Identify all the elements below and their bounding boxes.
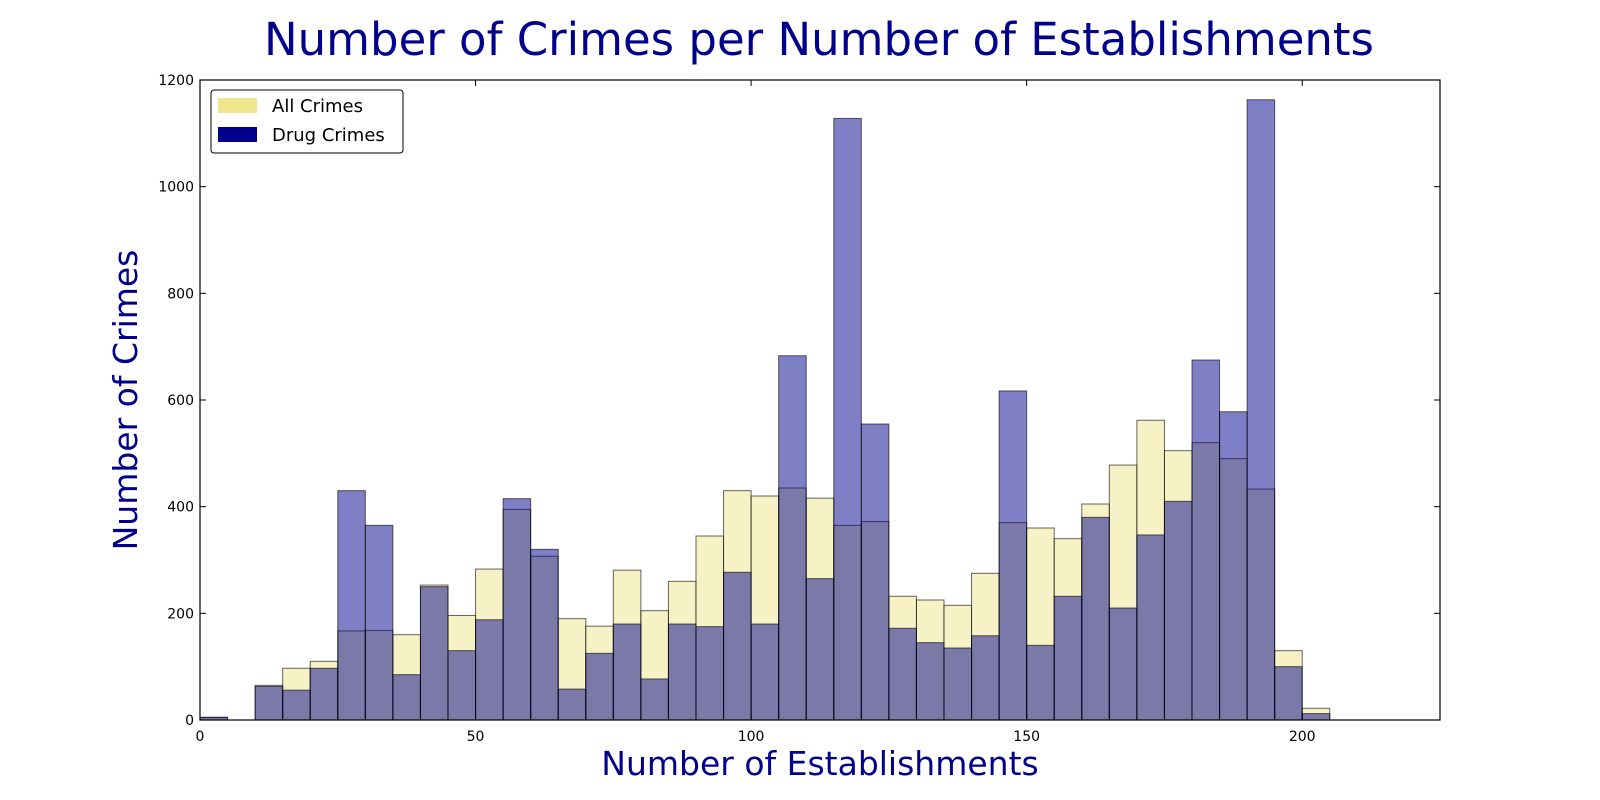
- bar-drug-crimes-30: [364, 524, 394, 721]
- bar-drug-crimes-170: [1136, 534, 1165, 721]
- bar-drug-crimes-110: [805, 578, 835, 721]
- bar-drug-crimes-175: [1163, 500, 1193, 721]
- bar-drug-crimes-100: [750, 623, 780, 721]
- y-axis-title: Number of Crimes: [106, 250, 145, 551]
- bar-drug-crimes-60: [530, 548, 559, 721]
- bar-drug-crimes-140: [971, 635, 1000, 721]
- bar-drug-crimes-75: [612, 623, 642, 721]
- bar-drug-crimes-145: [998, 390, 1028, 721]
- bar-drug-crimes-70: [585, 652, 614, 721]
- bar-drug-crimes-135: [943, 647, 973, 721]
- x-axis-title: Number of Establishments: [601, 744, 1038, 783]
- bar-drug-crimes-150: [1026, 644, 1055, 721]
- bar-drug-crimes-85: [667, 623, 697, 721]
- x-tick-label-50: 50: [467, 729, 485, 745]
- bar-drug-crimes-65: [557, 688, 587, 721]
- y-tick-label-200: 200: [167, 606, 194, 622]
- x-tick-label-0: 0: [196, 729, 205, 745]
- bar-drug-crimes-40: [419, 586, 449, 721]
- bar-drug-crimes-20: [309, 667, 339, 721]
- bar-drug-crimes-185: [1219, 411, 1248, 721]
- bar-drug-crimes-35: [392, 674, 421, 721]
- bar-drug-crimes-50: [475, 619, 504, 721]
- y-tick-label-800: 800: [167, 286, 194, 302]
- ticks-layer: 0 50 100 150 200 0 200 400 600 800 1000 1200: [158, 73, 1440, 745]
- bar-drug-crimes-180: [1191, 359, 1221, 721]
- legend-label-drug-crimes: Drug Crimes: [272, 125, 385, 146]
- legend-label-all-crimes: All Crimes: [272, 96, 363, 117]
- bar-drug-crimes-15: [282, 689, 311, 721]
- x-tick-label-100: 100: [738, 729, 765, 745]
- legend-box: [210, 89, 404, 154]
- bar-drug-crimes-165: [1108, 607, 1138, 721]
- legend-swatch-drug-crimes: [218, 127, 257, 142]
- bar-drug-crimes-120: [860, 423, 890, 721]
- bar-drug-crimes-25: [337, 490, 366, 721]
- bar-drug-crimes-155: [1053, 595, 1083, 721]
- bar-drug-crimes-95: [723, 571, 752, 721]
- y-tick-label-0: 0: [185, 713, 194, 729]
- x-tick-label-200: 200: [1289, 729, 1316, 745]
- bar-drug-crimes-115: [833, 117, 862, 721]
- y-tick-label-600: 600: [167, 393, 194, 409]
- y-tick-label-400: 400: [167, 500, 194, 516]
- bar-drug-crimes-200: [1301, 713, 1331, 721]
- bar-drug-crimes-125: [888, 627, 917, 721]
- bars-layer: [199, 99, 1331, 721]
- bar-drug-crimes-195: [1274, 666, 1303, 721]
- bar-drug-crimes-130: [915, 642, 945, 721]
- bar-drug-crimes-80: [640, 678, 669, 721]
- legend: All Crimes Drug Crimes: [210, 89, 404, 154]
- legend-swatch-all-crimes: [218, 98, 257, 113]
- bar-drug-crimes-45: [447, 650, 477, 721]
- x-tick-label-150: 150: [1013, 729, 1040, 745]
- bar-drug-crimes-10: [254, 685, 284, 721]
- y-tick-label-1200: 1200: [158, 73, 194, 89]
- bar-drug-crimes-160: [1081, 516, 1110, 721]
- y-tick-label-1000: 1000: [158, 180, 194, 196]
- bar-drug-crimes-105: [778, 355, 807, 721]
- chart-title: Number of Crimes per Number of Establish…: [264, 13, 1374, 66]
- bar-drug-crimes-55: [502, 498, 532, 721]
- bar-drug-crimes-190: [1246, 99, 1276, 721]
- bar-drug-crimes-90: [695, 626, 725, 721]
